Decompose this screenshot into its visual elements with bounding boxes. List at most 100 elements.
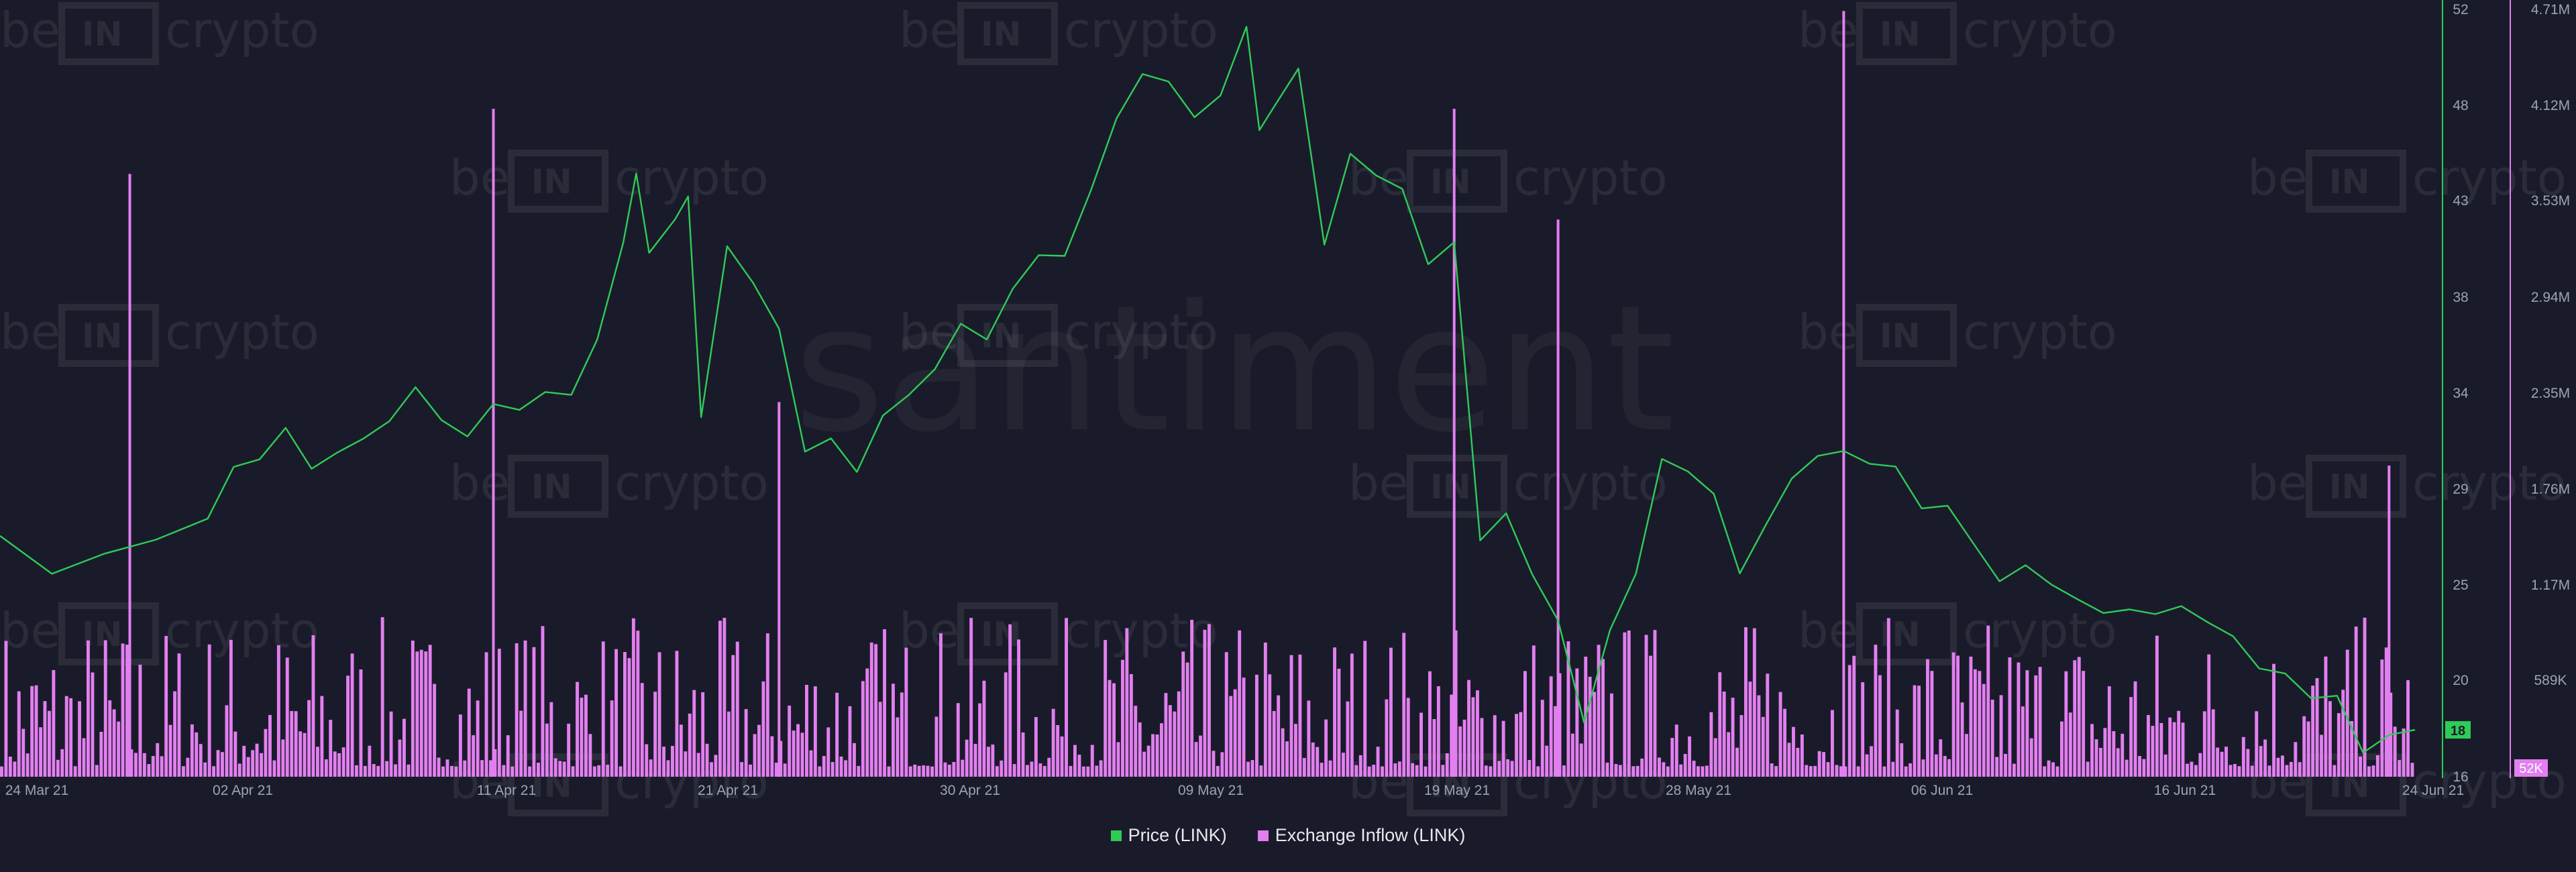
inflow-bar [1462,719,1466,777]
inflow-bar [1294,724,1297,777]
inflow-bar [320,696,324,777]
inflow-bar [1281,728,1285,777]
inflow-bar [1523,671,1527,777]
inflow-bar [1497,761,1501,777]
inflow-bar [1515,714,1518,777]
inflow-bar [2159,722,2163,777]
inflow-bar [2194,765,2198,777]
watermark: be IN crypto [1348,150,1668,213]
inflow-bar [541,626,545,777]
inflow-bar [1224,652,1228,777]
watermark-text: be [899,602,959,659]
inflow-bar [848,706,852,777]
inflow-bar [930,766,934,777]
inflow-bar [2172,722,2176,777]
inflow-bar [1969,656,1973,777]
inflow-bar [792,730,796,777]
inflow-bar [1177,691,1181,777]
inflow-bar [1012,764,1016,777]
inflow-bar [645,744,649,777]
inflow-bar [502,765,506,777]
inflow-bar [1445,753,1449,777]
watermark-layer: be IN crypto be IN crypto be IN crypto be IN crypto… [0,2,2567,816]
inflow-bar [103,640,107,777]
inflow-bar [1467,679,1470,777]
inflow-bar [761,681,765,777]
inflow-bar [1441,765,1445,777]
inflow-bar [303,732,307,777]
watermark-text: crypto [2412,150,2567,206]
inflow-bar [2294,742,2298,777]
inflow-bar [1545,745,1549,777]
inflow-bar [1649,655,1652,777]
inflow-bar [402,718,406,777]
watermark: be IN crypto [1798,304,2117,367]
inflow-bar [1077,755,1081,777]
inflow-bar [1229,696,1233,777]
inflow-bar [2099,748,2102,777]
inflow-bar [1809,766,1813,777]
inflow-bar [675,651,679,777]
inflow-bar [1134,706,1138,777]
inflow-bar [649,759,653,777]
legend-item-price[interactable]: Price (LINK) [1110,825,1227,846]
inflow-bar [1095,765,1099,777]
inflow-bar [1164,693,1168,777]
inflow-bar [2298,762,2302,777]
inflow-bar [1926,659,1929,777]
inflow-bar [151,756,155,777]
inflow-bar [1852,655,1856,777]
watermark-box [58,602,159,665]
inflow-tick-label: 1.17M [2531,578,2570,593]
legend-swatch-inflow [1257,830,1269,841]
inflow-bar [1129,674,1133,777]
legend-item-inflow[interactable]: Exchange Inflow (LINK) [1257,825,1466,846]
inflow-bar [2384,647,2388,777]
inflow-bar [221,752,224,777]
inflow-bar [869,642,873,777]
inflow-bar [17,691,21,777]
inflow-bar [1199,735,1202,777]
inflow-bar [2177,710,2181,777]
inflow-bar [1635,765,1640,777]
price-tick-label: 43 [2453,193,2468,209]
inflow-bar [1346,701,1350,777]
inflow-bar [796,724,800,777]
inflow-spike [2387,466,2391,777]
inflow-bar [1761,716,1765,777]
inflow-bar [1411,763,1415,777]
inflow-bar [1674,724,1678,777]
x-tick-label: 30 Apr 21 [940,783,1000,798]
watermark-text: IN [981,317,1021,356]
inflow-bar [372,764,376,777]
inflow-bar [1004,672,1008,777]
inflow-bar [2043,766,2047,777]
inflow-bar [1973,669,1977,777]
inflow-bar [857,765,861,777]
inflow-bar [2350,721,2354,777]
inflow-bar [640,683,644,777]
inflow-bar [614,649,618,777]
inflow-bar [493,749,497,777]
inflow-bar [696,753,700,777]
inflow-bar [1506,759,1510,777]
inflow-bar [2302,716,2306,777]
watermark-text: be [449,455,510,511]
inflow-bar [237,763,241,777]
legend-swatch-price [1110,830,1122,841]
legend-label-inflow: Exchange Inflow (LINK) [1275,825,1466,845]
inflow-bar [78,701,81,777]
inflow-bar [1458,726,1462,777]
inflow-tick-label: 589K [2534,673,2567,688]
inflow-bar [1943,756,1947,777]
inflow-bar [826,727,830,777]
inflow-bar [926,765,930,777]
price-tick-label: 20 [2453,673,2468,688]
inflow-bar [822,756,826,777]
inflow-bar [913,764,917,777]
inflow-spike [1556,219,1560,777]
inflow-bar [2103,728,2107,777]
inflow-bar [1051,708,1055,777]
price-tick-label: 29 [2453,482,2468,497]
